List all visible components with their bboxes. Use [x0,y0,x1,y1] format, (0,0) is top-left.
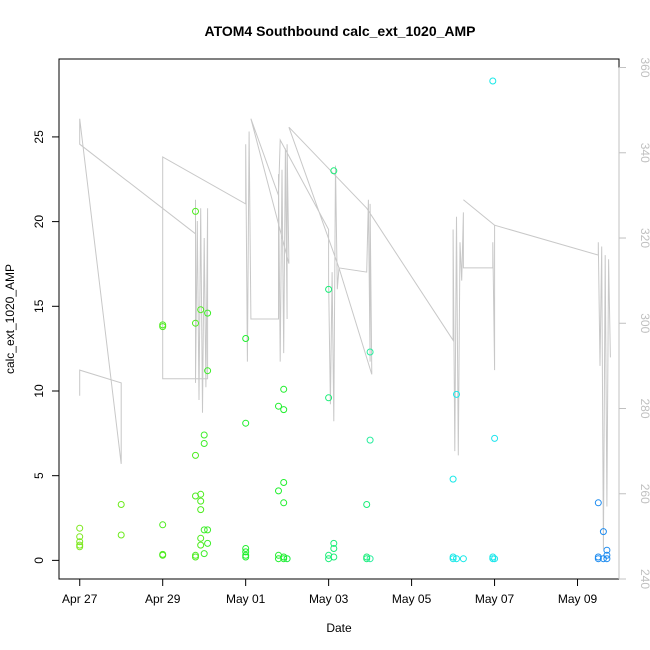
y2-tick-label: 360 [638,58,650,78]
data-point [76,543,84,551]
data-point [204,367,212,375]
data-point [192,553,199,561]
data-point [197,534,205,542]
data-point [159,551,167,559]
data-point [200,440,208,447]
y-tick-label: 15 [32,299,46,313]
y-axis-left: 0 5 10 15 20 25 [32,130,60,564]
data-point [283,555,291,563]
data-point [197,306,205,314]
y2-tick-label: 280 [638,398,650,418]
data-point [242,335,250,342]
data-point [192,319,199,327]
data-point [159,521,167,529]
data-point [242,545,250,552]
data-point [204,526,212,534]
x-tick-label: May 01 [226,592,266,606]
data-point [366,436,374,444]
data-point [363,555,371,563]
data-point [330,539,338,547]
data-point [280,385,288,393]
data-point [197,506,205,514]
data-point [330,553,338,561]
data-point [192,451,199,459]
y2-tick-label: 260 [638,484,650,504]
x-axis-label: Date [326,621,352,635]
data-point [204,539,212,547]
data-point [200,550,208,558]
data-point [159,323,167,331]
data-point [76,533,84,541]
y2-tick-label: 320 [638,228,650,248]
data-point [275,402,282,410]
y2-tick-label: 240 [638,569,650,589]
y-tick-label: 10 [32,384,46,398]
data-point [325,394,333,402]
x-tick-label: May 07 [475,592,515,606]
y-tick-label: 5 [32,472,46,479]
data-point [280,499,288,507]
chart-title: ATOM4 Southbound calc_ext_1020_AMP [205,23,476,39]
data-point [242,548,250,556]
data-point [330,167,338,175]
line-series [79,118,611,550]
data-point [197,497,205,505]
data-point [459,555,467,563]
data-point [76,538,84,546]
data-point [200,431,208,439]
y-tick-label: 25 [32,130,46,144]
data-point [449,555,457,563]
data-point [280,555,288,563]
data-point [449,475,457,483]
data-point [325,285,333,293]
data-point [603,555,611,563]
data-point [242,553,250,561]
data-point [117,501,125,508]
y-tick-label: 0 [32,557,46,564]
data-point [603,551,611,559]
data-point [366,555,374,563]
data-point [197,541,205,549]
x-axis: Apr 27 Apr 29 May 01 May 03 May 05 May 07 May … [62,578,598,606]
y-axis-right: 240 260 280 300 320 340 360 [618,58,650,589]
data-point [366,348,374,356]
data-point [489,77,497,85]
amp-line [79,118,611,550]
y-axis-label: calc_ext_1020_AMP [3,264,17,374]
data-point [117,531,125,539]
x-tick-label: Apr 29 [145,592,181,606]
data-point [363,501,371,508]
y2-tick-label: 340 [638,143,650,163]
data-point [204,309,212,317]
x-tick-label: May 05 [392,592,432,606]
data-point [242,419,250,427]
y-tick-label: 20 [32,215,46,229]
data-point [491,434,499,442]
data-point [192,207,199,215]
data-point [453,390,460,398]
data-point [76,524,84,532]
x-tick-label: May 09 [558,592,598,606]
data-point [197,490,205,498]
x-tick-label: Apr 27 [62,592,98,606]
x-tick-label: May 03 [309,592,349,606]
data-point [275,487,282,495]
data-point [603,546,611,554]
data-point [594,499,602,507]
data-point [280,406,288,414]
scatter-series [76,77,611,563]
data-point [280,479,288,486]
data-point [491,555,499,563]
data-point [453,555,460,563]
data-point [599,528,607,536]
data-point [330,545,338,552]
y2-tick-label: 300 [638,313,650,333]
data-point [594,555,602,563]
data-point [200,526,208,534]
